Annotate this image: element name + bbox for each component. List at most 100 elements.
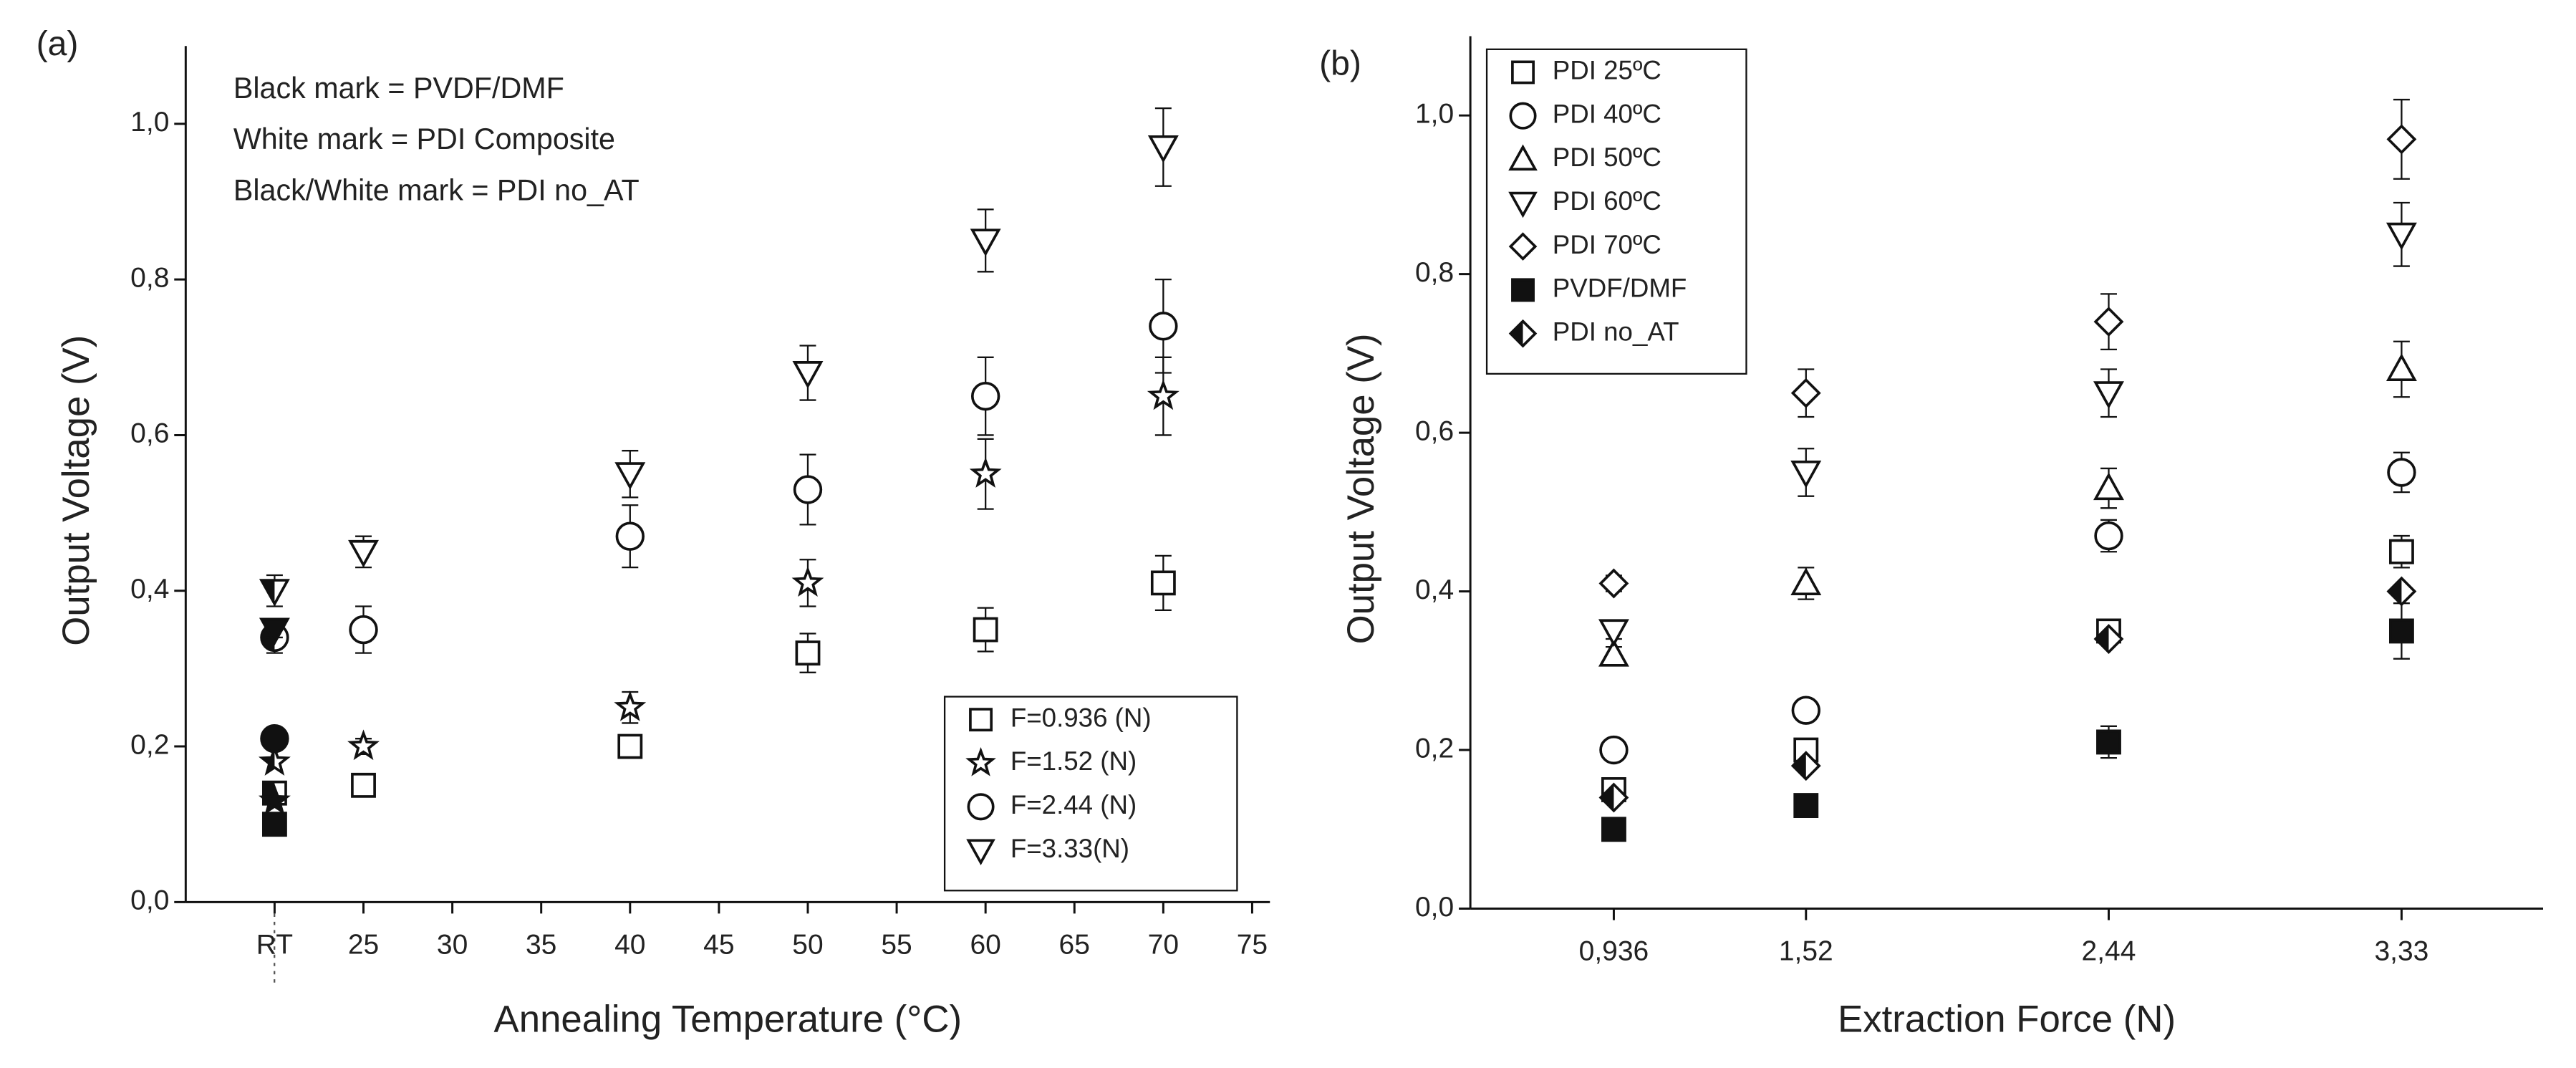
marker bbox=[2388, 618, 2414, 644]
legend-label: F=2.44 (N) bbox=[1010, 790, 1137, 819]
legend-label: F=1.52 (N) bbox=[1010, 746, 1137, 776]
marker bbox=[970, 382, 1000, 411]
marker bbox=[1790, 567, 1822, 596]
marker-shape bbox=[2388, 618, 2414, 644]
marker bbox=[2388, 539, 2414, 564]
marker bbox=[973, 617, 998, 643]
x-axis-title: Extraction Force (N) bbox=[1838, 999, 2176, 1041]
legend-label: PDI 60ºC bbox=[1553, 186, 1661, 216]
marker-shape bbox=[1598, 639, 1629, 667]
marker-shape bbox=[1508, 232, 1538, 261]
marker bbox=[970, 228, 1001, 256]
marker-shape bbox=[1790, 567, 1822, 596]
marker-half bbox=[261, 749, 275, 773]
legend-marker bbox=[967, 793, 995, 821]
marker bbox=[347, 729, 380, 761]
marker-shape bbox=[1599, 735, 1629, 765]
x-tick-label: 0,936 bbox=[1579, 936, 1649, 967]
marker bbox=[2386, 353, 2417, 382]
legend-label: PDI 25ºC bbox=[1553, 56, 1661, 85]
marker bbox=[259, 617, 290, 646]
marker bbox=[260, 724, 289, 754]
marker bbox=[349, 615, 378, 645]
marker-shape bbox=[2387, 458, 2416, 487]
x-tick-label: RT bbox=[256, 930, 293, 961]
marker bbox=[791, 566, 824, 597]
marker bbox=[2096, 729, 2121, 755]
marker-shape bbox=[1150, 570, 1176, 596]
marker-shape bbox=[795, 640, 821, 666]
x-tick-label: 65 bbox=[1059, 930, 1090, 961]
marker bbox=[615, 521, 645, 551]
marker-shape bbox=[1147, 135, 1179, 163]
marker-shape bbox=[1793, 793, 1819, 818]
marker bbox=[2387, 458, 2416, 487]
legend-marker bbox=[965, 747, 996, 776]
legend-label: F=0.936 (N) bbox=[1010, 703, 1152, 732]
marker-shape bbox=[1793, 737, 1819, 763]
marker bbox=[792, 361, 824, 389]
marker-shape bbox=[1598, 619, 1629, 648]
marker-shape bbox=[1601, 817, 1626, 842]
marker-shape bbox=[1791, 696, 1820, 725]
x-tick-label: 60 bbox=[970, 930, 1000, 961]
marker-shape bbox=[260, 724, 289, 754]
marker-shape bbox=[970, 228, 1001, 256]
legend-box bbox=[1485, 48, 1747, 375]
y-axis-title: Output Voltage (V) bbox=[1340, 333, 1382, 644]
y-tick-label: 0,2 bbox=[1415, 733, 1454, 764]
marker bbox=[2386, 222, 2417, 251]
marker-shape bbox=[259, 617, 290, 646]
marker bbox=[1790, 377, 1821, 408]
marker-shape bbox=[2094, 521, 2123, 551]
marker bbox=[614, 462, 646, 490]
marker bbox=[1790, 460, 1822, 489]
marker bbox=[1599, 735, 1629, 765]
y-tick-label: 0,4 bbox=[130, 574, 169, 605]
marker-shape bbox=[1149, 312, 1178, 341]
x-tick-label: 45 bbox=[703, 930, 734, 961]
marker-shape bbox=[1508, 191, 1538, 218]
marker-half bbox=[1601, 784, 1614, 811]
marker bbox=[261, 812, 287, 837]
marker-shape bbox=[614, 462, 646, 490]
x-tick-label: 30 bbox=[437, 930, 468, 961]
legend-marker bbox=[969, 708, 993, 732]
legend-label: PDI 50ºC bbox=[1553, 143, 1661, 172]
x-tick-label: 3,33 bbox=[2374, 936, 2428, 967]
marker-shape bbox=[349, 615, 378, 645]
panel-label: (b) bbox=[1319, 44, 1361, 82]
x-tick-label: 40 bbox=[614, 930, 645, 961]
marker bbox=[2093, 624, 2124, 654]
legend-box bbox=[943, 696, 1238, 892]
y-tick-label: 0,0 bbox=[1415, 892, 1454, 923]
marker-shape bbox=[793, 475, 823, 504]
x-tick-label: 1,52 bbox=[1779, 936, 1833, 967]
x-tick-label: 50 bbox=[792, 930, 823, 961]
marker-shape bbox=[348, 539, 379, 568]
legend-label: PVDF/DMF bbox=[1553, 274, 1687, 303]
marker bbox=[793, 475, 823, 504]
marker bbox=[1147, 135, 1179, 163]
marker-shape bbox=[258, 784, 291, 815]
marker-shape bbox=[261, 812, 287, 837]
x-axis-title: Annealing Temperature (°C) bbox=[494, 999, 962, 1041]
marker-shape bbox=[351, 772, 376, 798]
y-tick-label: 0,8 bbox=[1415, 257, 1454, 288]
marker bbox=[1598, 639, 1629, 667]
marker-shape bbox=[1790, 377, 1821, 408]
marker-half bbox=[2388, 578, 2402, 605]
annotation: Black/White mark = PDI no_AT bbox=[233, 173, 640, 206]
y-tick-label: 1,0 bbox=[130, 107, 169, 138]
legend: F=0.936 (N) F=1.52 (N) F=2.44 (N) F=3.33(N) bbox=[943, 696, 1238, 892]
marker bbox=[2093, 381, 2124, 409]
legend-label: PDI 70ºC bbox=[1553, 230, 1661, 259]
marker-shape bbox=[2096, 729, 2121, 755]
marker bbox=[2093, 307, 2124, 337]
marker-half bbox=[1510, 321, 1523, 346]
marker-half bbox=[2095, 625, 2109, 653]
marker bbox=[2386, 576, 2417, 607]
y-axis-title: Output Voltage (V) bbox=[55, 335, 97, 646]
x-tick-label: 35 bbox=[526, 930, 556, 961]
marker bbox=[1793, 793, 1819, 818]
